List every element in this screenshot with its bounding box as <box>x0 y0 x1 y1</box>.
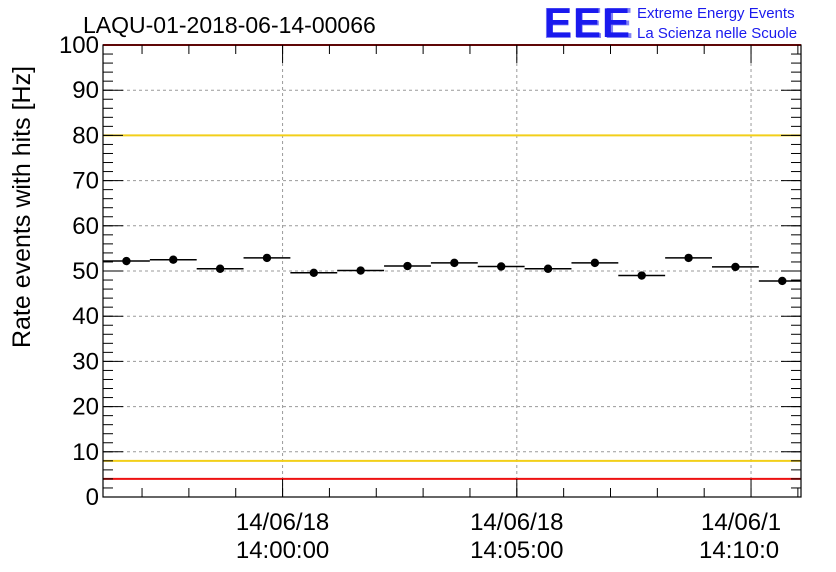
data-point <box>169 255 178 264</box>
y-tick-label: 100 <box>59 32 99 59</box>
x-tick-label-date: 14/06/18 <box>236 509 329 536</box>
logo-line-2: La Scienza nelle Scuole <box>637 25 797 42</box>
x-tick-label-time: 14:10:0 <box>699 537 779 564</box>
data-point <box>590 258 600 268</box>
data-point <box>403 261 412 271</box>
data-point <box>450 258 459 268</box>
y-tick-label: 80 <box>72 122 99 149</box>
data-point <box>731 262 740 272</box>
grid <box>103 45 801 497</box>
data-point <box>215 264 225 273</box>
y-tick-label: 50 <box>72 258 99 285</box>
y-tick-label: 70 <box>72 168 99 195</box>
x-tick-label-time: 14:00:00 <box>236 537 329 564</box>
data-point <box>262 253 272 263</box>
logo-mark-shadow: EEE <box>543 0 634 48</box>
y-tick-label: 90 <box>72 77 99 104</box>
x-tick-label-date: 14/06/18 <box>470 509 563 536</box>
data-point <box>637 271 646 280</box>
x-tick-labels: 14/06/1814:00:0014/06/1814:05:0014/06/11… <box>236 509 781 564</box>
chart-title: LAQU-01-2018-06-14-00066 <box>83 12 376 38</box>
logo-line-1: Extreme Energy Events <box>637 5 795 22</box>
data-point <box>543 264 553 273</box>
y-tick-label: 60 <box>72 213 99 240</box>
y-tick-label: 10 <box>72 439 99 466</box>
data-points <box>103 253 801 286</box>
data-point <box>684 253 693 263</box>
y-tick-label: 30 <box>72 348 99 375</box>
y-axis-label: Rate events with hits [Hz] <box>8 66 36 348</box>
y-tick-labels: 0 10 20 30 40 50 60 70 80 90 100 <box>59 32 99 511</box>
x-tick-label-time: 14:05:00 <box>470 537 563 564</box>
logo-mark: EEE <box>544 0 631 46</box>
data-point <box>309 268 319 278</box>
data-point <box>496 262 506 271</box>
y-tick-label: 0 <box>86 484 99 511</box>
eee-logo: EEE EEE Extreme Energy Events La Scienza… <box>543 0 797 48</box>
data-point <box>122 256 131 266</box>
data-point <box>356 266 365 275</box>
y-tick-label: 20 <box>72 394 99 421</box>
data-point <box>778 276 787 286</box>
y-tick-label: 40 <box>72 303 99 330</box>
x-tick-label-date: 14/06/1 <box>701 509 781 536</box>
axes <box>102 44 802 498</box>
